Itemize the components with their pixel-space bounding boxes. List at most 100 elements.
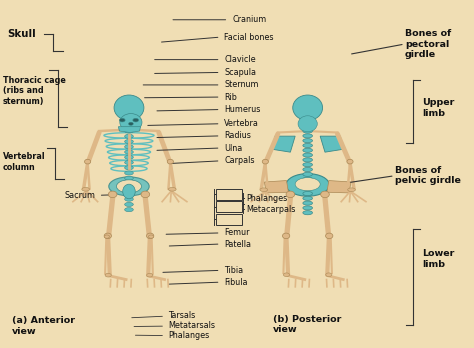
Ellipse shape [125, 150, 133, 154]
Ellipse shape [125, 192, 133, 196]
Text: Vertebral
column: Vertebral column [3, 152, 46, 172]
Text: Humerus: Humerus [224, 105, 261, 114]
Ellipse shape [283, 233, 290, 239]
Text: Metacarpals: Metacarpals [246, 205, 295, 214]
Text: Clavicle: Clavicle [224, 55, 256, 64]
Ellipse shape [125, 134, 133, 139]
Text: Sternum: Sternum [224, 80, 259, 89]
Ellipse shape [298, 116, 317, 132]
Ellipse shape [303, 206, 312, 210]
Ellipse shape [117, 180, 141, 193]
Ellipse shape [125, 171, 133, 175]
Ellipse shape [262, 159, 268, 164]
Ellipse shape [283, 273, 290, 277]
Ellipse shape [303, 134, 312, 138]
Text: Skull: Skull [8, 29, 36, 39]
Ellipse shape [303, 196, 312, 200]
Ellipse shape [125, 203, 133, 206]
Ellipse shape [303, 163, 312, 167]
Ellipse shape [125, 145, 133, 149]
Text: Ulna: Ulna [224, 143, 243, 152]
Ellipse shape [303, 158, 312, 162]
Ellipse shape [303, 143, 312, 148]
Text: (a) Anterior
view: (a) Anterior view [12, 316, 75, 335]
Ellipse shape [125, 166, 133, 170]
Polygon shape [264, 181, 288, 193]
Ellipse shape [303, 139, 312, 143]
Ellipse shape [326, 273, 332, 277]
Ellipse shape [104, 235, 109, 238]
Text: Metatarsals: Metatarsals [134, 321, 215, 330]
Text: Patella: Patella [224, 239, 251, 248]
Text: Sacrum: Sacrum [65, 191, 111, 200]
Text: Rib: Rib [224, 93, 237, 102]
Text: Fibula: Fibula [224, 278, 248, 287]
Ellipse shape [82, 188, 90, 191]
Text: Bones of
pelvic girdle: Bones of pelvic girdle [395, 166, 461, 185]
Ellipse shape [125, 129, 133, 133]
Ellipse shape [123, 184, 135, 199]
Text: Bones of
pectoral
girdle: Bones of pectoral girdle [405, 29, 451, 59]
Ellipse shape [108, 191, 117, 198]
Ellipse shape [167, 159, 173, 164]
Ellipse shape [125, 187, 133, 191]
Ellipse shape [146, 233, 154, 239]
Text: Femur: Femur [224, 228, 250, 237]
Ellipse shape [286, 191, 295, 198]
Ellipse shape [303, 172, 312, 176]
Ellipse shape [104, 233, 111, 239]
Ellipse shape [303, 201, 312, 205]
Ellipse shape [105, 274, 111, 277]
Text: Cranium: Cranium [232, 15, 266, 24]
Ellipse shape [119, 118, 125, 122]
Ellipse shape [348, 188, 356, 191]
Text: (b) Posterior
view: (b) Posterior view [273, 315, 342, 334]
Text: Carpals: Carpals [224, 156, 255, 165]
Ellipse shape [84, 159, 91, 164]
Ellipse shape [320, 191, 329, 198]
Ellipse shape [303, 129, 312, 133]
Ellipse shape [295, 177, 320, 191]
Ellipse shape [125, 155, 133, 159]
Ellipse shape [347, 159, 353, 164]
Ellipse shape [260, 188, 268, 191]
Ellipse shape [148, 235, 154, 238]
Text: Thoracic cage
(ribs and
sternum): Thoracic cage (ribs and sternum) [3, 76, 66, 106]
Ellipse shape [168, 188, 176, 191]
Ellipse shape [141, 191, 150, 198]
Text: Lower
limb: Lower limb [422, 249, 455, 269]
Text: Tibia: Tibia [224, 266, 244, 275]
Ellipse shape [120, 113, 142, 131]
Ellipse shape [114, 95, 144, 120]
Text: Tarsals: Tarsals [132, 311, 195, 320]
Ellipse shape [125, 197, 133, 201]
Ellipse shape [128, 122, 133, 125]
Ellipse shape [125, 181, 133, 185]
Polygon shape [320, 136, 343, 152]
Ellipse shape [303, 153, 312, 157]
Ellipse shape [146, 274, 153, 277]
Ellipse shape [303, 211, 312, 215]
Text: Facial bones: Facial bones [224, 33, 274, 42]
Text: Scapula: Scapula [224, 68, 256, 77]
Polygon shape [272, 136, 295, 152]
Polygon shape [118, 127, 140, 133]
Ellipse shape [303, 182, 312, 186]
Ellipse shape [133, 118, 138, 122]
Text: Phalanges: Phalanges [246, 194, 287, 203]
Ellipse shape [303, 167, 312, 172]
Ellipse shape [303, 187, 312, 191]
Ellipse shape [303, 191, 312, 196]
Text: Vertebra: Vertebra [224, 119, 259, 128]
Ellipse shape [293, 95, 323, 120]
Text: Radius: Radius [224, 132, 251, 140]
Ellipse shape [125, 160, 133, 165]
Text: Upper
limb: Upper limb [422, 98, 455, 118]
Polygon shape [327, 181, 351, 193]
Ellipse shape [125, 176, 133, 180]
Ellipse shape [326, 233, 333, 239]
Text: Phalanges: Phalanges [136, 331, 209, 340]
Ellipse shape [125, 208, 133, 212]
Ellipse shape [125, 140, 133, 144]
Ellipse shape [303, 148, 312, 152]
